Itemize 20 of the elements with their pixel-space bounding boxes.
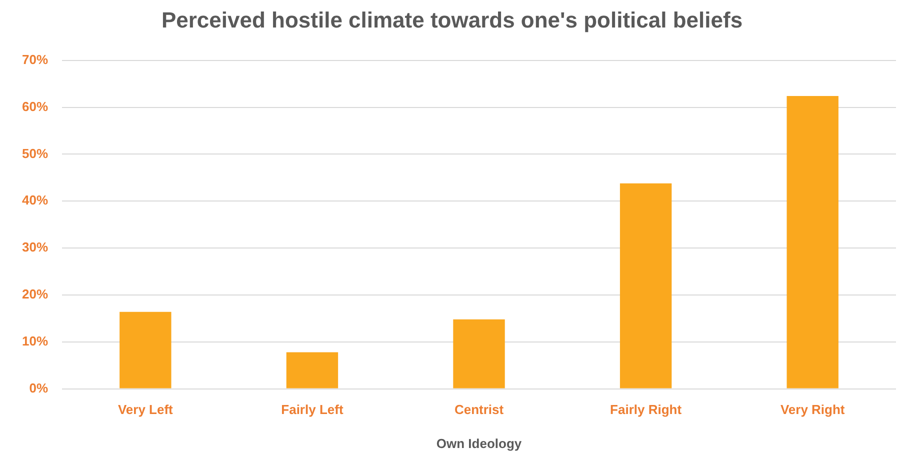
bar: [120, 312, 172, 388]
y-tick-label: 60%: [22, 98, 48, 114]
y-tick-label: 20%: [22, 286, 48, 302]
y-tick-label: 0%: [29, 380, 48, 396]
bar: [620, 183, 672, 388]
bar: [786, 96, 838, 388]
x-tick-label: Very Left: [118, 402, 174, 418]
bar: [453, 319, 505, 388]
y-tick-label: 50%: [22, 146, 48, 161]
x-tick-label: Very Right: [780, 402, 846, 418]
x-axis-title: Own Ideology: [436, 436, 522, 451]
x-tick-label: Fairly Right: [610, 402, 682, 418]
bar: [286, 352, 338, 388]
y-tick-label: 40%: [22, 192, 48, 208]
x-tick-label: Centrist: [454, 402, 504, 418]
y-tick-label: 30%: [22, 240, 48, 255]
chart-title: Perceived hostile climate towards one's political beliefs: [161, 7, 743, 32]
y-tick-label: 10%: [22, 333, 48, 348]
y-tick-label: 70%: [22, 52, 48, 67]
x-tick-label: Fairly Left: [281, 402, 344, 418]
